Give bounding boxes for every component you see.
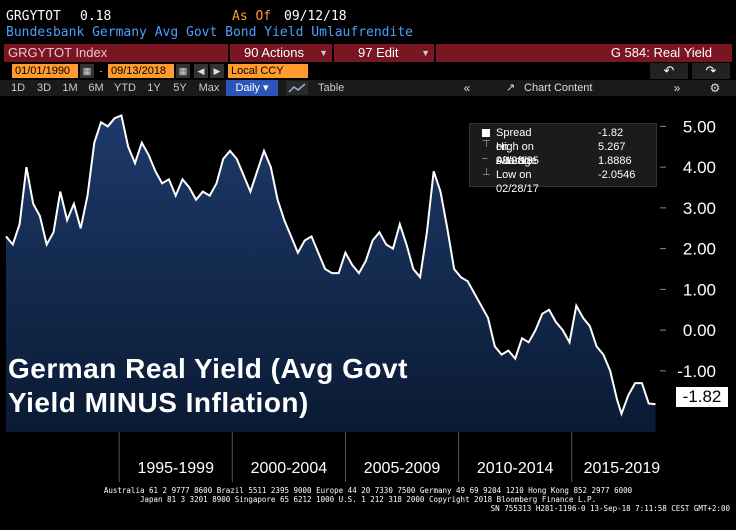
- redo-icon[interactable]: ↷: [692, 63, 730, 79]
- chart-content-button[interactable]: Chart Content: [524, 82, 593, 94]
- graph-title-label: G 584: Real Yield: [610, 45, 712, 60]
- period-3d[interactable]: 3D: [36, 82, 52, 94]
- legend-label: Low on 02/28/17: [496, 169, 539, 195]
- legend-value: 1.8886: [598, 155, 632, 167]
- legend-value: -1.82: [598, 127, 624, 139]
- graph-title: G 584: Real Yield: [436, 44, 732, 62]
- edit-label: 97 Edit: [358, 45, 399, 60]
- legend-label: Spread on 9/12/18: [496, 127, 533, 167]
- legend-value: 5.267: [598, 141, 626, 153]
- y-tick-label: 5.00: [683, 117, 716, 136]
- legend-marker: [482, 129, 490, 137]
- legend-label: Average: [496, 155, 537, 167]
- x-tick-label: 1995-1999: [137, 460, 214, 477]
- y-tick-label: 1.00: [683, 280, 716, 299]
- legend-value: -2.0546: [598, 169, 636, 181]
- chart-content-icon: ↗: [506, 82, 516, 94]
- period-1d[interactable]: 1D: [10, 82, 26, 94]
- as-of-label: As Of: [232, 9, 272, 24]
- y-tick-label: 3.00: [683, 199, 716, 218]
- currency-label: Local CCY: [231, 65, 284, 77]
- undo-icon[interactable]: ↶: [650, 63, 688, 79]
- as-of-date: 09/12/18: [284, 9, 347, 24]
- y-tick-label: 2.00: [683, 240, 716, 259]
- annotation-line-1: German Real Yield (Avg Govt: [8, 353, 408, 384]
- yield-area: [6, 115, 656, 432]
- end-date-input[interactable]: 09/13/2018: [108, 64, 174, 78]
- table-button[interactable]: Table: [318, 82, 345, 94]
- x-axis: 1995-1999 2000-2004 2005-2009 2010-2014 2015…: [137, 460, 660, 477]
- y-tick-label: -1.00: [677, 362, 716, 381]
- x-tick-label: 2000-2004: [251, 460, 328, 477]
- security-description: Bundesbank Germany Avg Govt Bond Yield U…: [6, 25, 413, 40]
- frequency-label: Daily: [235, 82, 260, 94]
- period-1y[interactable]: 1Y: [147, 82, 161, 94]
- dropdown-caret-icon: ▼: [421, 48, 430, 58]
- calendar-icon[interactable]: ▦: [80, 64, 94, 78]
- x-tick-label: 2015-2019: [584, 460, 661, 477]
- arrow-left-icon[interactable]: ◀: [194, 64, 208, 78]
- last-value-label: -1.82: [676, 387, 728, 407]
- arrow-right-icon[interactable]: ▶: [210, 64, 224, 78]
- period-6m[interactable]: 6M: [88, 82, 104, 94]
- frequency-select[interactable]: Daily ▾: [226, 80, 278, 96]
- period-1m[interactable]: 1M: [62, 82, 78, 94]
- period-max[interactable]: Max: [198, 82, 220, 94]
- currency-select[interactable]: Local CCY: [228, 64, 308, 78]
- x-tick-label: 2010-2014: [477, 460, 554, 477]
- average-marker-icon: –: [482, 153, 488, 164]
- x-band-grid: [118, 432, 573, 482]
- yield-line: [5, 114, 656, 417]
- expand-button[interactable]: »: [673, 81, 681, 95]
- ticker-value: 0.18: [80, 9, 112, 24]
- footer-serial: SN 755313 H281-1196-0 13-Sep-18 7:11:58 …: [490, 504, 730, 513]
- y-tick-label: 0.00: [683, 321, 716, 340]
- low-marker-icon: ⊥: [482, 167, 491, 178]
- period-5y[interactable]: 5Y: [173, 82, 187, 94]
- collapse-button[interactable]: «: [463, 81, 471, 95]
- y-tick-label: 4.00: [683, 158, 716, 177]
- yield-chart: 5.00 4.00 3.00 2.00 1.00 0.00 -1.00 1995-1999 2…: [5, 114, 716, 482]
- chart-legend: Spread on 9/12/18 -1.82 ⊤ High on 03/08/…: [469, 123, 657, 195]
- start-date-input[interactable]: 01/01/1990: [12, 64, 78, 78]
- legend-label: High on 03/08/95: [496, 141, 539, 167]
- date-separator: -: [96, 64, 106, 78]
- period-ytd[interactable]: YTD: [114, 82, 136, 94]
- history-nav: ↶ ↷: [650, 63, 732, 79]
- footer-contacts: Australia 61 2 9777 8600 Brazil 5511 239…: [103, 486, 633, 495]
- actions-label: 90 Actions: [244, 45, 304, 60]
- line-chart-icon[interactable]: [286, 81, 308, 95]
- header-bar: GRGYTOT 0.18 As Of 09/12/18 Bundesbank G…: [0, 0, 736, 44]
- high-marker-icon: ⊤: [482, 139, 491, 150]
- footer-copyright: Japan 81 3 3201 8900 Singapore 65 6212 1…: [139, 495, 597, 504]
- annotation-line-2: Yield MINUS Inflation): [8, 387, 309, 418]
- gear-icon[interactable]: ⚙: [709, 81, 721, 95]
- y-axis: 5.00 4.00 3.00 2.00 1.00 0.00 -1.00: [660, 117, 716, 381]
- x-tick-label: 2005-2009: [364, 460, 441, 477]
- security-field-label: GRGYTOT Index: [8, 45, 108, 60]
- actions-menu-button[interactable]: 90 Actions ▼: [230, 44, 332, 62]
- security-field[interactable]: GRGYTOT Index: [4, 44, 228, 62]
- dropdown-caret-icon: ▼: [319, 48, 328, 58]
- calendar-icon[interactable]: ▦: [176, 64, 190, 78]
- ticker-symbol: GRGYTOT: [6, 9, 61, 24]
- period-bar: [0, 80, 736, 96]
- chart-annotation: German Real Yield (Avg Govt Yield MINUS …: [8, 352, 408, 420]
- edit-menu-button[interactable]: 97 Edit ▼: [334, 44, 434, 62]
